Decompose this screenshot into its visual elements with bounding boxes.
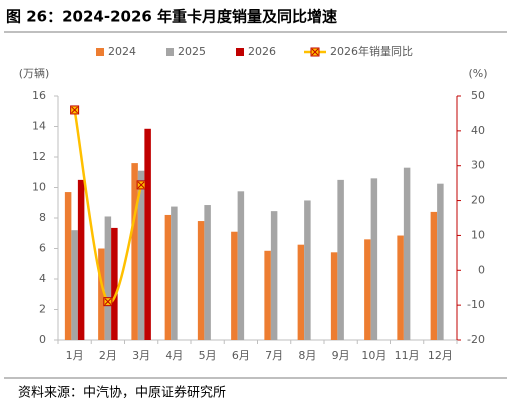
x-tick-label: 4月	[165, 349, 183, 362]
bar	[337, 179, 344, 340]
legend-swatch	[96, 48, 104, 56]
bar	[430, 211, 438, 340]
y-tick-label: 8	[39, 211, 46, 224]
chart-title: 图 26：2024-2026 年重卡月度销量及同比增速	[6, 8, 337, 26]
source: 资料来源：中汽协，中原证券研究所	[18, 385, 226, 401]
bar	[264, 250, 271, 340]
x-tick-label: 3月	[132, 349, 150, 362]
marker-cross	[104, 298, 112, 306]
bar	[144, 128, 151, 340]
y2-tick-label: 0	[478, 263, 485, 276]
legend-swatch	[236, 48, 244, 56]
x-tick-label: 6月	[232, 349, 250, 362]
legend-cross	[311, 48, 319, 56]
y-tick-label: 6	[39, 242, 46, 255]
legend-label: 2026年销量同比	[330, 44, 413, 58]
y-tick-label: 2	[39, 303, 46, 316]
y2-tick-label: 10	[471, 228, 485, 241]
legend-label: 2024	[108, 45, 136, 58]
bar	[98, 248, 105, 340]
legend-label: 2026	[248, 45, 276, 58]
bar	[231, 231, 238, 340]
bar	[104, 216, 112, 340]
legend-swatch	[166, 48, 174, 56]
y2-tick-label: 50	[471, 89, 485, 102]
bar	[437, 183, 444, 340]
bar	[131, 163, 138, 340]
y-tick-label: 0	[39, 333, 46, 346]
y2-tick-label: 20	[471, 194, 485, 207]
bar	[64, 192, 72, 340]
bar	[137, 170, 145, 340]
y2-tick-label: 30	[471, 159, 485, 172]
bar	[71, 230, 78, 340]
marker-cross	[137, 181, 145, 189]
y-tick-label: 4	[39, 272, 46, 285]
y2-axis-label: (%)	[468, 67, 487, 80]
x-tick-label: 12月	[428, 349, 453, 362]
x-tick-label: 11月	[395, 349, 420, 362]
bar	[403, 167, 411, 340]
bar	[297, 244, 305, 340]
x-tick-label: 9月	[332, 349, 350, 362]
legend-label: 2025	[178, 45, 206, 58]
y2-tick-label: -10	[467, 298, 485, 311]
x-tick-label: 8月	[298, 349, 316, 362]
bar	[364, 239, 371, 340]
marker-cross	[71, 106, 78, 114]
y-tick-label: 14	[32, 120, 46, 133]
bar	[270, 211, 278, 340]
y2-tick-label: 40	[471, 124, 485, 137]
y-tick-label: 16	[32, 89, 46, 102]
bar	[171, 206, 178, 340]
bar	[237, 191, 245, 340]
y2-tick-label: -20	[467, 333, 485, 346]
bar	[204, 205, 211, 340]
y-tick-label: 10	[32, 181, 46, 194]
bar	[304, 200, 311, 340]
y-tick-label: 12	[32, 150, 46, 163]
bar	[397, 235, 404, 340]
x-tick-label: 2月	[99, 349, 117, 362]
x-tick-label: 10月	[361, 349, 386, 362]
y-axis-label: (万辆)	[19, 66, 50, 80]
bar	[197, 221, 205, 340]
bar	[111, 227, 118, 340]
bar	[330, 252, 338, 340]
x-tick-label: 5月	[199, 349, 217, 362]
x-tick-label: 1月	[66, 349, 84, 362]
bar	[77, 179, 85, 340]
x-tick-label: 7月	[265, 349, 283, 362]
bar	[370, 178, 378, 340]
bar	[164, 214, 172, 340]
